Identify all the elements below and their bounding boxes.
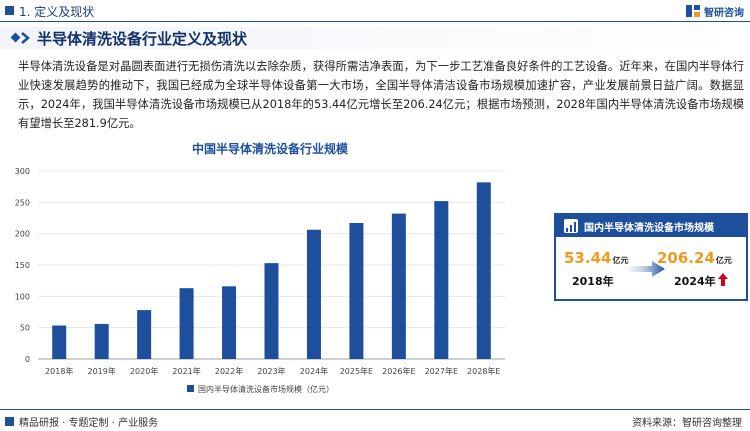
data-source: 资料来源：智研咨询整理	[632, 418, 742, 429]
intro-paragraph: 半导体清洗设备是对晶圆表面进行无损伤清洗以去除杂质，获得所需洁净表面，为下一步工…	[18, 60, 744, 130]
bar	[137, 310, 152, 359]
market-size-card: 国内半导体清洗设备市场规模 53.44亿元 206.24亿元 2018年 202…	[554, 213, 748, 301]
chart-title: 中国半导体清洗设备行业规模	[191, 142, 348, 156]
bottom-bar: 精品研报 · 专题定制 · 产业服务 资料来源：智研咨询整理	[0, 409, 750, 431]
x-tick-label: 2024年	[300, 366, 328, 376]
legend-label: 国内半导体清洗设备市场规模（亿元）	[198, 384, 334, 394]
card-title: 国内半导体清洗设备市场规模	[584, 223, 714, 234]
y-tick-label: 0	[25, 355, 30, 364]
y-tick-label: 100	[15, 292, 30, 301]
x-tick-label: 2026年E	[382, 366, 415, 376]
y-tick-label: 300	[15, 167, 30, 176]
brand-logo: 智研咨询	[685, 2, 744, 20]
y-tick-label: 200	[15, 230, 30, 239]
from-value-unit: 亿元	[612, 256, 629, 265]
y-tick-label: 50	[20, 324, 30, 333]
to-value-unit: 亿元	[715, 256, 732, 265]
bar	[52, 325, 67, 359]
bar	[264, 263, 279, 359]
arrow-right-icon	[618, 261, 665, 277]
card-header: 国内半导体清洗设备市场规模	[556, 215, 746, 237]
chevron-right-icon	[21, 32, 30, 44]
bar	[391, 213, 406, 359]
y-tick-label: 250	[15, 198, 30, 207]
brand-logo-icon	[686, 5, 700, 17]
x-tick-label: 2019年	[88, 366, 116, 376]
x-tick-label: 2022年	[215, 366, 243, 376]
x-tick-label: 2023年	[257, 366, 285, 376]
arrow-up-icon	[718, 273, 728, 286]
bar-chart: 0 50 100 150 200 250 300 2018年 2019年 2020年 2021年 20…	[15, 167, 505, 394]
bar	[222, 286, 237, 359]
bottom-divider	[0, 409, 750, 410]
x-tick-label: 2021年	[172, 366, 200, 376]
bar	[306, 229, 321, 359]
top-divider	[0, 21, 750, 22]
diamond-icon	[10, 32, 21, 43]
bar	[179, 288, 194, 359]
title-banner: 半导体清洗设备行业定义及现状	[0, 27, 750, 49]
x-tick-label: 2025年E	[340, 366, 373, 376]
footer-slogan: 精品研报 · 专题定制 · 产业服务	[19, 418, 159, 429]
x-tick-label: 2020年	[130, 366, 158, 376]
from-year: 2018年	[572, 275, 614, 288]
y-tick-label: 150	[15, 261, 30, 270]
x-tick-label: 2028年E	[467, 366, 500, 376]
bar	[434, 201, 449, 359]
x-tick-label: 2018年	[45, 366, 73, 376]
from-value: 53.44亿元	[564, 249, 629, 267]
section-marker	[5, 6, 14, 15]
brand-name: 智研咨询	[704, 7, 744, 19]
bar	[476, 182, 491, 359]
bar	[94, 323, 109, 359]
to-year: 2024年	[674, 275, 716, 288]
to-value: 206.24亿元	[657, 249, 732, 267]
section-label: 1. 定义及现状	[19, 5, 95, 19]
x-tick-label: 2027年E	[425, 366, 458, 376]
top-bar: 1. 定义及现状 智研咨询	[0, 0, 750, 22]
bar	[349, 223, 364, 359]
chart-icon	[564, 219, 578, 233]
legend-swatch	[187, 385, 194, 392]
footer-marker	[5, 417, 14, 426]
page-title: 半导体清洗设备行业定义及现状	[37, 30, 248, 48]
